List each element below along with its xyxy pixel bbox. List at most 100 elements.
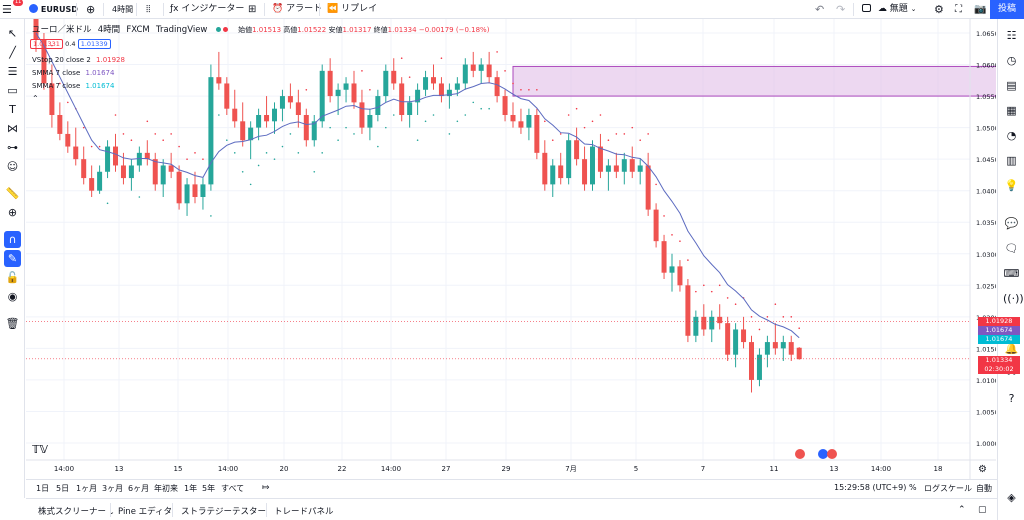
- auto-scale-toggle[interactable]: 自動: [976, 484, 992, 493]
- calendar-icon[interactable]: ▥: [1006, 154, 1017, 167]
- vstop-dot: [782, 316, 785, 318]
- percent-toggle[interactable]: %: [909, 483, 917, 492]
- eye-icon[interactable]: ◉: [7, 290, 18, 303]
- layout-name-button[interactable]: ☁ 無題 ⌄: [862, 2, 917, 17]
- menu-icon: ☰: [2, 3, 12, 16]
- vstop-dot: [138, 196, 141, 198]
- trend-line-icon[interactable]: ╱: [9, 46, 16, 59]
- ruler-icon[interactable]: 📏: [5, 187, 20, 200]
- undo-icon[interactable]: ↶: [815, 3, 825, 16]
- news-icon[interactable]: ▤: [1006, 79, 1017, 92]
- tab-trade-panel[interactable]: トレードパネル: [274, 507, 334, 517]
- indicator-legend-0[interactable]: VStop 20 close 2 1.01928: [32, 56, 125, 64]
- vstop-dot: [655, 183, 657, 186]
- range-3m[interactable]: 3ヶ月: [102, 484, 124, 493]
- messages-icon[interactable]: 🗨: [1004, 242, 1019, 255]
- collapse-panel-chevron-icon[interactable]: ⌃: [958, 505, 966, 515]
- candle-body: [89, 178, 95, 191]
- candle-body: [518, 121, 524, 128]
- emoji-icon[interactable]: ☺: [6, 160, 19, 173]
- tab-stock-screener[interactable]: 株式スクリーナー ⌄: [38, 505, 115, 517]
- clock-timezone[interactable]: 15:29:58 (UTC+9): [834, 483, 907, 492]
- public-chat-icon[interactable]: ⌨: [1003, 267, 1020, 280]
- trash-icon[interactable]: 🗑: [5, 317, 20, 330]
- stay-in-drawing-mode-icon[interactable]: ✎: [4, 250, 21, 267]
- candle-body: [391, 70, 397, 84]
- buy-button[interactable]: 1.01339: [77, 39, 111, 49]
- log-scale-toggle[interactable]: ログスケール: [924, 484, 972, 493]
- indicator-legend-2[interactable]: SMMA 7 close 1.01674: [32, 82, 114, 90]
- vstop-dot: [51, 44, 53, 47]
- fullscreen-icon[interactable]: ⛶: [955, 4, 962, 15]
- time-tick-label: 15: [174, 465, 183, 473]
- candle-body: [65, 133, 71, 147]
- range-1m[interactable]: 1ヶ月: [76, 484, 98, 493]
- notifications-bell-icon[interactable]: 🔔: [1004, 342, 1019, 355]
- signals-icon[interactable]: ((·)): [1003, 292, 1024, 305]
- lock-icon[interactable]: 🔓: [5, 271, 20, 284]
- indicators-button[interactable]: ƒx インジケーター: [170, 2, 244, 17]
- pie-chart-icon[interactable]: ◔: [1006, 129, 1017, 142]
- vstop-dot: [353, 133, 355, 135]
- range-all[interactable]: すべて: [221, 484, 245, 493]
- range-ytd[interactable]: 年初来: [154, 484, 178, 493]
- alert-button[interactable]: ⏰ アラート: [272, 2, 322, 17]
- menu-button[interactable]: ☰ 11: [2, 0, 24, 17]
- time-tick-label: 11: [770, 465, 779, 473]
- range-5y[interactable]: 5年: [202, 484, 216, 493]
- prediction-tool-icon[interactable]: ⊶: [7, 141, 18, 154]
- vstop-dot: [448, 133, 451, 135]
- candle-body: [772, 342, 778, 349]
- zoom-in-icon[interactable]: ⊕: [7, 206, 18, 219]
- layout-grid-icon[interactable]: ⊞: [248, 4, 257, 15]
- candle-body: [645, 165, 651, 210]
- watchlist-icon[interactable]: ☷: [1006, 29, 1017, 42]
- layers-icon[interactable]: ◈: [1007, 491, 1016, 504]
- price-chart[interactable]: 1.06500 1.06000 1.05500 1.05000 1.04500 1.040…: [26, 19, 996, 479]
- data-window-icon[interactable]: ▦: [1006, 104, 1017, 117]
- goto-date-icon[interactable]: ⤇: [262, 483, 270, 493]
- tab-pine-editor[interactable]: Pine エディタ: [118, 507, 173, 517]
- symbol-search-button[interactable]: EURUSD: [29, 2, 78, 17]
- clock-icon[interactable]: ◷: [1006, 54, 1017, 67]
- magnet-icon[interactable]: ∩: [4, 231, 21, 248]
- vstop-dot: [798, 327, 800, 330]
- legend-collapse-chevron-icon[interactable]: ⌃: [32, 94, 39, 103]
- settings-gear-icon[interactable]: ⚙: [934, 3, 944, 16]
- vstop-dot: [154, 133, 157, 135]
- pattern-tool-icon[interactable]: ⋈: [7, 122, 18, 135]
- fib-retracement-icon[interactable]: ☰: [7, 65, 18, 78]
- text-tool-icon[interactable]: T: [9, 103, 16, 116]
- maximize-panel-icon[interactable]: ▢: [978, 505, 987, 515]
- chat-icon[interactable]: 💬: [1004, 217, 1019, 230]
- price-tick-label: 1.01500: [976, 345, 996, 353]
- range-5d[interactable]: 5日: [56, 484, 70, 493]
- vstop-dot: [369, 88, 371, 91]
- interval-button[interactable]: 4時間: [112, 5, 134, 14]
- candle-body: [120, 165, 126, 179]
- camera-icon[interactable]: 📷: [974, 4, 987, 15]
- cursor-icon[interactable]: ↖: [7, 27, 18, 40]
- candle-body: [295, 102, 301, 115]
- range-6m[interactable]: 6ヶ月: [128, 484, 150, 493]
- range-1y[interactable]: 1年: [184, 484, 198, 493]
- redo-icon[interactable]: ↷: [836, 3, 846, 16]
- sell-button[interactable]: 1.01331: [30, 39, 63, 49]
- symbol-legend[interactable]: ユーロ／米ドル 4時間 FXCM TradingView 始値1.01513 高…: [32, 23, 489, 35]
- tab-label: 株式スクリーナー: [38, 507, 107, 517]
- help-icon[interactable]: ?: [1008, 392, 1015, 405]
- candle-type-icon[interactable]: ⦙⦙: [146, 4, 151, 15]
- indicator-legend-1[interactable]: SMMA 7 close 1.01674: [32, 69, 114, 77]
- vstop-dot: [377, 145, 379, 148]
- ideas-lightbulb-icon[interactable]: 💡: [1004, 179, 1019, 192]
- time-axis-ticks: 14:00 13 15 14:00 20 22 14:00 27 29 7月 5 7 11 13 14:00…: [54, 465, 943, 473]
- rectangle-tool-icon[interactable]: ▭: [7, 84, 18, 97]
- candle-body: [669, 266, 675, 273]
- range-1d[interactable]: 1日: [36, 484, 50, 493]
- tab-strategy-tester[interactable]: ストラテジーテスター: [181, 507, 267, 517]
- replay-button[interactable]: ⏪ リプレイ: [327, 2, 377, 17]
- chart-pane[interactable]: 1.06500 1.06000 1.05500 1.05000 1.04500 1.040…: [26, 19, 1020, 479]
- compare-add-icon[interactable]: ⊕: [86, 3, 96, 16]
- publish-button[interactable]: 投稿: [990, 0, 1024, 19]
- symbol-name: EURUSD: [40, 5, 78, 14]
